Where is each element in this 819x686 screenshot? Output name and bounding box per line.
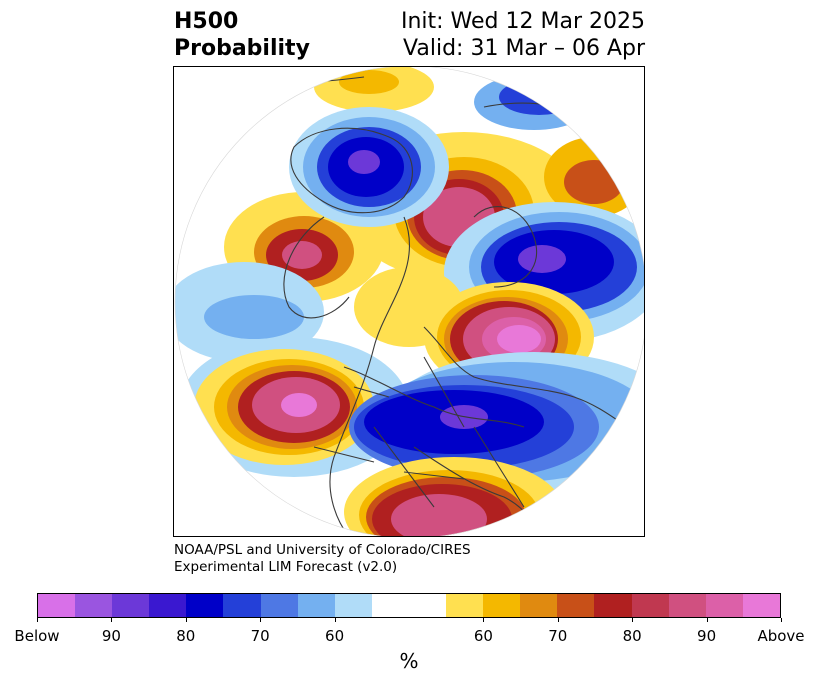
colorbar-segment <box>668 594 706 617</box>
colorbar-segment <box>38 594 76 617</box>
anomaly-negative-north <box>289 107 449 227</box>
colorbar-segment <box>742 594 780 617</box>
colorbar-segment <box>520 594 558 617</box>
colorbar-tick-label: 90 <box>101 627 121 645</box>
colorbar-tick-mark <box>706 618 708 622</box>
colorbar-tick-mark <box>185 618 187 622</box>
colorbar-tick-mark <box>111 618 113 622</box>
colorbar-segment <box>75 594 113 617</box>
colorbar-tick-label: 80 <box>176 627 196 645</box>
colorbar-tick-label: 70 <box>548 627 568 645</box>
colorbar-tick-label: 60 <box>473 627 493 645</box>
colorbar-tick-mark <box>260 618 262 622</box>
valid-range: Valid: 31 Mar – 06 Apr <box>403 36 645 61</box>
colorbar-segment <box>705 594 743 617</box>
colorbar-segment <box>223 594 261 617</box>
map-dates: Init: Wed 12 Mar 2025 Valid: 31 Mar – 06… <box>385 8 645 62</box>
colorbar-tick-mark <box>781 618 782 622</box>
colorbar-segment <box>186 594 224 617</box>
colorbar-segment <box>408 594 447 617</box>
colorbar-segment <box>297 594 335 617</box>
anomaly-positive-pacific <box>179 337 409 477</box>
credit-line-1: NOAA/PSL and University of Colorado/CIRE… <box>174 542 471 558</box>
colorbar-segment <box>334 594 372 617</box>
colorbar-segment <box>371 594 409 617</box>
polar-projection <box>174 67 644 536</box>
colorbar-tick-label: Below <box>14 627 60 645</box>
colorbar-tick-label: Above <box>757 627 805 645</box>
colorbar-tick-mark <box>334 618 336 622</box>
credit-line-2: Experimental LIM Forecast (v2.0) <box>174 559 398 575</box>
anomaly-positive-south <box>344 457 564 536</box>
colorbar-tick-mark <box>37 618 38 622</box>
title-variable: H500 <box>174 9 239 34</box>
coastlines <box>233 76 644 536</box>
colorbar-segment <box>631 594 669 617</box>
init-date: Init: Wed 12 Mar 2025 <box>400 9 645 34</box>
colorbar-segment <box>260 594 298 617</box>
colorbar-tick-label: 70 <box>250 627 270 645</box>
colorbar-tick-mark <box>557 618 559 622</box>
colorbar-unit: % <box>399 649 419 673</box>
probability-map <box>173 66 645 537</box>
title-type: Probability <box>174 36 310 61</box>
colorbar-segment <box>557 594 595 617</box>
colorbar-tick-label: 90 <box>697 627 717 645</box>
colorbar-segment <box>594 594 632 617</box>
colorbar-tick-label: 60 <box>325 627 345 645</box>
colorbar-tick-mark <box>632 618 634 622</box>
colorbar-segment <box>483 594 521 617</box>
colorbar <box>37 593 781 618</box>
colorbar-segment <box>149 594 187 617</box>
credit-text: NOAA/PSL and University of Colorado/CIRE… <box>174 542 471 576</box>
colorbar-tick-mark <box>483 618 485 622</box>
map-title: H500 Probability <box>174 8 310 62</box>
colorbar-segment <box>112 594 150 617</box>
colorbar-segment <box>446 594 484 617</box>
colorbar-tick-label: 80 <box>622 627 642 645</box>
